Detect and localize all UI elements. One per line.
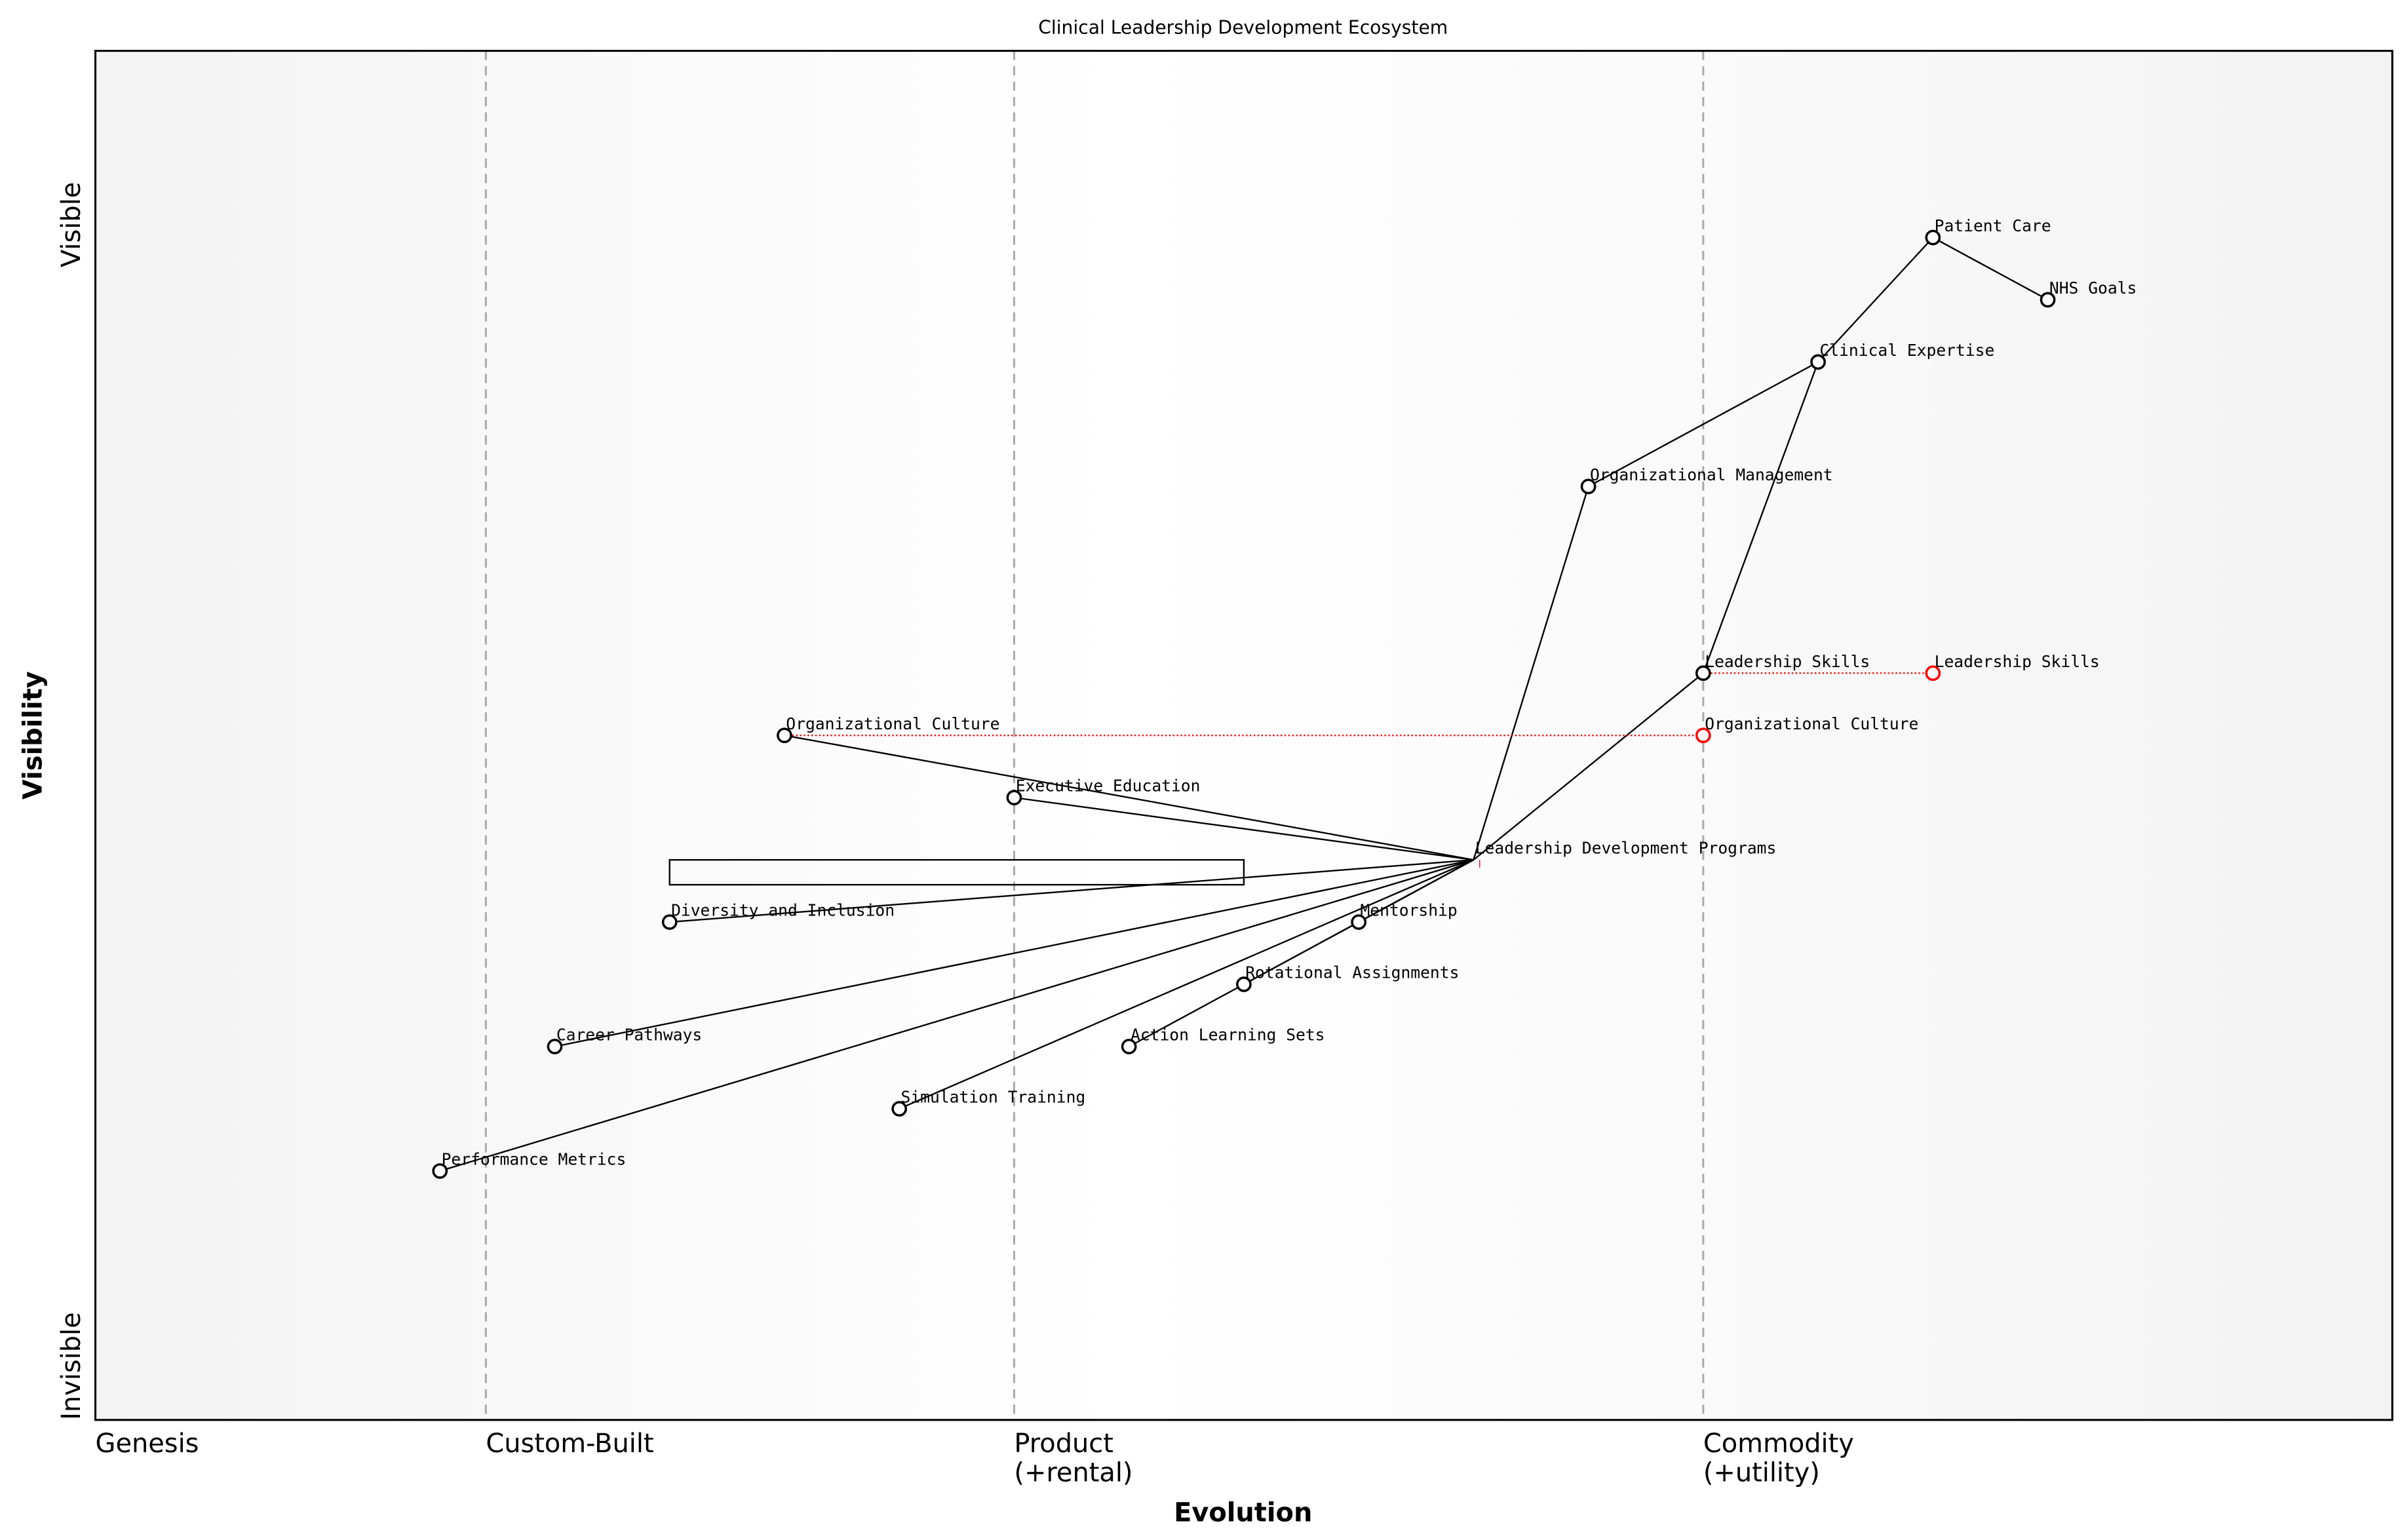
node-label-career-pathways: Career Pathways [556, 1026, 702, 1045]
link-leadership-development-programs-to-executive-education [1014, 796, 1474, 861]
node-label-executive-education: Executive Education [1016, 777, 1201, 796]
link-patient-care-to-nhs-goals [1932, 237, 2049, 301]
node-patient-care[interactable] [1925, 229, 1941, 246]
node-label-clinical-expertise: Clinical Expertise [1819, 341, 1994, 360]
plot-area [95, 50, 2393, 1420]
stage-label-genesis: Genesis [96, 1429, 199, 1459]
node-leadership-skills[interactable] [1695, 665, 1711, 682]
node-label-organizational-management: Organizational Management [1590, 465, 1833, 484]
x-axis-label: Evolution [1174, 1498, 1312, 1528]
node-label-diversity-and-inclusion: Diversity and Inclusion [671, 901, 895, 920]
evolved-node-leadership-skills[interactable] [1925, 665, 1941, 682]
node-clinical-expertise[interactable] [1810, 354, 1826, 370]
link-clinical-expertise-to-leadership-skills [1702, 361, 1819, 674]
stage-label-product-rental: Product (+rental) [1014, 1429, 1132, 1488]
node-organizational-culture[interactable] [777, 727, 792, 744]
node-simulation-training[interactable] [891, 1101, 908, 1117]
link-leadership-development-programs-to-diversity-and-inclusion [669, 858, 1474, 923]
node-label-simulation-training: Simulation Training [901, 1088, 1086, 1107]
node-rotational-assignments[interactable] [1236, 976, 1252, 992]
node-mentorship[interactable] [1351, 914, 1366, 930]
y-tick-visible: Visible [56, 182, 87, 267]
link-leadership-skills-to-leadership-development-programs [1473, 672, 1704, 861]
node-label-leadership-development-programs: Leadership Development Programs [1475, 839, 1777, 858]
node-executive-education[interactable] [1006, 790, 1022, 806]
stage-label-custom-built: Custom-Built [486, 1429, 653, 1459]
node-action-learning-sets[interactable] [1121, 1039, 1137, 1054]
plot-frame [94, 50, 2393, 1421]
link-leadership-development-programs-to-performance-metrics [439, 858, 1474, 1172]
link-leadership-development-programs-to-organizational-culture [784, 735, 1474, 861]
node-label-nhs-goals: NHS Goals [2049, 279, 2137, 298]
link-leadership-development-programs-to-mentorship [1358, 859, 1474, 923]
node-diversity-and-inclusion[interactable] [661, 914, 678, 930]
node-performance-metrics[interactable] [432, 1163, 448, 1179]
node-career-pathways[interactable] [547, 1039, 563, 1054]
evolved-node-organizational-culture[interactable] [1695, 727, 1711, 744]
stage-label-commodity-utility: Commodity (+utility) [1703, 1429, 1854, 1488]
annotation-box [668, 858, 1245, 886]
node-label-organizational-culture: Organizational Culture [786, 714, 999, 733]
y-tick-invisible: Invisible [56, 1312, 87, 1420]
node-label-action-learning-sets: Action Learning Sets [1131, 1026, 1325, 1045]
link-clinical-expertise-to-organizational-management [1588, 361, 1819, 488]
node-organizational-management[interactable] [1580, 478, 1597, 495]
node-label-mentorship: Mentorship [1360, 901, 1457, 920]
node-label-leadership-skills: Leadership Skills [1705, 652, 1870, 671]
node-nhs-goals[interactable] [2040, 292, 2056, 308]
y-axis-label: Visibility [18, 671, 48, 799]
evolved-label-organizational-culture: Organizational Culture [1705, 714, 1918, 733]
node-label-patient-care: Patient Care [1935, 216, 2051, 235]
node-label-performance-metrics: Performance Metrics [442, 1150, 627, 1169]
link-patient-care-to-clinical-expertise [1817, 237, 1934, 363]
link-leadership-development-programs-to-simulation-training [899, 859, 1474, 1110]
link-organizational-management-to-leadership-development-programs [1473, 486, 1589, 860]
chart-title: Clinical Leadership Development Ecosyste… [1038, 17, 1448, 39]
evolved-label-leadership-skills: Leadership Skills [1935, 652, 2100, 671]
link-leadership-development-programs-to-career-pathways [554, 858, 1474, 1048]
node-label-rotational-assignments: Rotational Assignments [1245, 963, 1459, 982]
